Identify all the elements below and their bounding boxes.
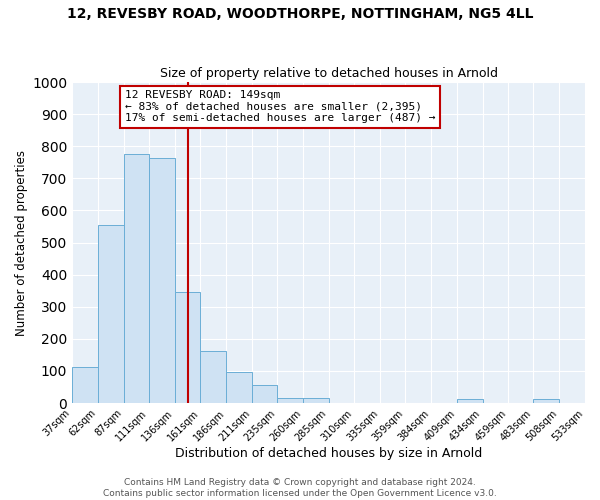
Bar: [175, 292, 200, 403]
Bar: [98, 225, 124, 403]
Bar: [124, 154, 149, 403]
Text: 12 REVESBY ROAD: 149sqm
← 83% of detached houses are smaller (2,395)
17% of semi: 12 REVESBY ROAD: 149sqm ← 83% of detache…: [125, 90, 436, 124]
Bar: [72, 367, 98, 403]
Text: Contains HM Land Registry data © Crown copyright and database right 2024.
Contai: Contains HM Land Registry data © Crown c…: [103, 478, 497, 498]
Bar: [457, 399, 482, 403]
Bar: [533, 399, 559, 403]
Bar: [303, 398, 329, 403]
Bar: [252, 386, 277, 403]
Bar: [200, 350, 226, 403]
Text: 12, REVESBY ROAD, WOODTHORPE, NOTTINGHAM, NG5 4LL: 12, REVESBY ROAD, WOODTHORPE, NOTTINGHAM…: [67, 8, 533, 22]
Bar: [149, 158, 175, 403]
Bar: [226, 372, 252, 403]
Title: Size of property relative to detached houses in Arnold: Size of property relative to detached ho…: [160, 66, 497, 80]
Y-axis label: Number of detached properties: Number of detached properties: [15, 150, 28, 336]
X-axis label: Distribution of detached houses by size in Arnold: Distribution of detached houses by size …: [175, 447, 482, 460]
Bar: [277, 398, 303, 403]
